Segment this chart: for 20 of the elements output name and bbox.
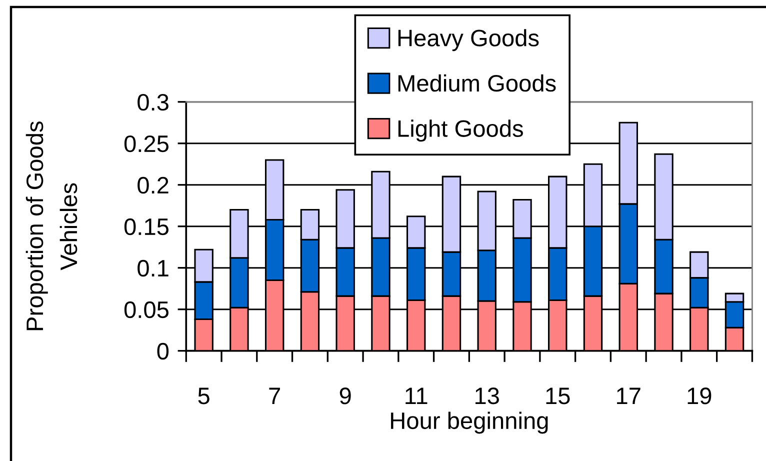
legend-label: Heavy Goods [398, 29, 539, 52]
x-tick-label: 13 [476, 388, 499, 404]
y-axis-title: Proportion of Goods Vehicles [26, 122, 78, 330]
y-tick-label: 0.2 [138, 176, 168, 194]
y-tick-label: 0 [157, 342, 169, 360]
x-tick-label: 9 [340, 388, 351, 404]
y-tick-label: 0.3 [138, 94, 168, 111]
x-tick-label: 5 [198, 388, 210, 404]
legend-label: Medium Goods [398, 74, 556, 92]
y-tick-label: 0.05 [124, 301, 168, 318]
x-tick-label: 19 [688, 388, 712, 404]
y-tick-label: 0.25 [124, 135, 168, 152]
x-tick-label: 7 [269, 388, 280, 404]
y-tick-label: 0.1 [138, 260, 168, 277]
x-tick-label: 15 [546, 388, 570, 404]
x-tick-label: 11 [406, 388, 428, 404]
legend-label: Light Goods [398, 120, 523, 142]
y-tick-label: 0.15 [124, 218, 168, 236]
x-axis-title: Hour beginning [391, 412, 548, 434]
x-tick-label: 17 [617, 388, 640, 404]
